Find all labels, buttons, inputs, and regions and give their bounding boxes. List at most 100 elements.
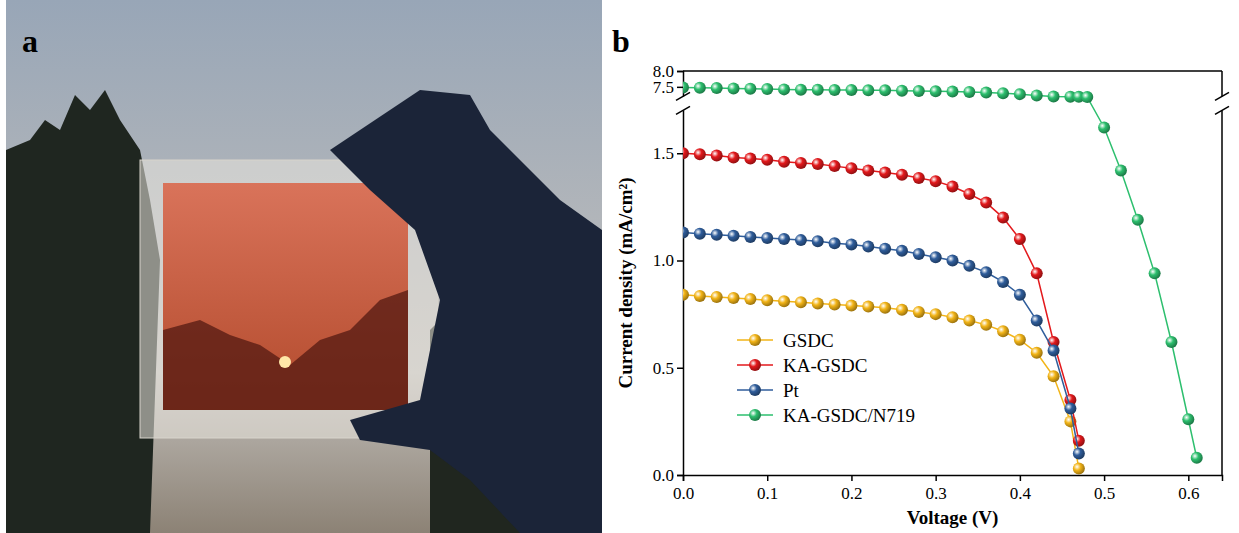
y-tick-label: 1.5 [653, 144, 674, 163]
series-line [683, 295, 1079, 469]
photo-panel: a [6, 0, 602, 533]
data-point [947, 255, 959, 267]
x-tick-label: 0.4 [1010, 484, 1032, 503]
photo-film [163, 183, 408, 410]
data-point [683, 289, 689, 301]
y-tick: 0.5 [653, 359, 683, 378]
legend-marker [749, 384, 761, 396]
plot-area [683, 81, 1203, 474]
data-point [862, 164, 874, 176]
data-point [1048, 90, 1060, 102]
data-point [795, 296, 807, 308]
data-point [744, 231, 756, 243]
data-point [829, 160, 841, 172]
y-tick-mark [677, 71, 683, 73]
data-point [879, 243, 891, 255]
y-axis-title: Current density (mA/cm²) [615, 177, 637, 388]
legend-label: GSDC [783, 330, 834, 351]
legend-label: KA-GSDC/N719 [783, 405, 915, 426]
data-point [761, 294, 773, 306]
data-point [1064, 403, 1076, 415]
y-axis: 0.00.51.01.57.58.0 [653, 62, 684, 485]
y-tick-mark [677, 260, 683, 262]
data-point [947, 311, 959, 323]
y-tick-mark [677, 87, 683, 89]
data-point [930, 308, 942, 320]
data-point [1149, 267, 1161, 279]
axis-break-mark [676, 106, 690, 114]
data-point [963, 260, 975, 272]
data-point [913, 85, 925, 97]
data-point [1132, 214, 1144, 226]
data-point [761, 232, 773, 244]
series-line [683, 153, 1079, 440]
photo-sky [6, 0, 602, 533]
data-point [845, 162, 857, 174]
x-axis: 0.00.10.20.30.40.50.6 [673, 475, 1223, 503]
data-point [896, 85, 908, 97]
legend: GSDCKA-GSDCPtKA-GSDC/N719 [737, 330, 915, 426]
data-point [947, 86, 959, 98]
data-point [1073, 463, 1085, 475]
panel-label: a [22, 23, 38, 59]
data-point [1073, 448, 1085, 460]
data-point [683, 147, 689, 159]
photo-tree [6, 90, 160, 533]
photo-tree [163, 290, 408, 410]
x-tick: 0.6 [1178, 475, 1199, 503]
data-point [711, 149, 723, 161]
y-tick: 8.0 [653, 62, 683, 81]
data-point [1031, 89, 1043, 101]
x-tick-mark [935, 475, 937, 481]
data-point [683, 81, 689, 93]
x-tick: 0.3 [926, 475, 947, 503]
data-point [728, 292, 740, 304]
data-point [980, 319, 992, 331]
axis-break-mark [1215, 92, 1229, 100]
x-tick-mark [767, 475, 769, 481]
data-point [728, 230, 740, 242]
data-point [829, 237, 841, 249]
x-tick-mark [1020, 475, 1022, 481]
data-point [862, 241, 874, 253]
data-point [997, 276, 1009, 288]
y-tick-mark [677, 153, 683, 155]
y-tick-label: 8.0 [653, 62, 674, 81]
data-point [930, 175, 942, 187]
chart-panel: 0.00.10.20.30.40.50.60.00.51.01.57.58.0G… [612, 23, 1229, 529]
y-axis-line [677, 72, 684, 476]
x-tick: 0.2 [841, 475, 862, 503]
data-point [845, 300, 857, 312]
x-tick: 0.1 [757, 475, 778, 503]
x-tick-label: 0.5 [1094, 484, 1115, 503]
legend-marker [749, 409, 761, 421]
data-point [761, 154, 773, 166]
data-point [711, 291, 723, 303]
legend-marker [749, 334, 761, 346]
data-point [980, 87, 992, 99]
data-point [744, 153, 756, 165]
figure: a0.00.10.20.30.40.50.60.00.51.01.57.58.0… [0, 0, 1239, 533]
data-point [913, 172, 925, 184]
frame-right [1221, 71, 1223, 475]
legend-marker [749, 359, 761, 371]
data-point [963, 188, 975, 200]
photo-hand [330, 90, 602, 533]
legend-label: Pt [783, 380, 800, 401]
data-point [812, 84, 824, 96]
data-point [896, 304, 908, 316]
data-point [795, 84, 807, 96]
x-tick-label: 0.1 [757, 484, 778, 503]
data-point [761, 83, 773, 95]
data-point [1048, 345, 1060, 357]
data-point [879, 84, 891, 96]
data-point [862, 84, 874, 96]
x-axis-title: Voltage (V) [907, 507, 999, 529]
data-point [778, 233, 790, 245]
data-point [728, 152, 740, 164]
data-point [896, 169, 908, 181]
x-axis-line [684, 476, 1223, 482]
data-point [879, 302, 891, 314]
x-tick-mark [1104, 475, 1106, 481]
data-point [694, 82, 706, 94]
